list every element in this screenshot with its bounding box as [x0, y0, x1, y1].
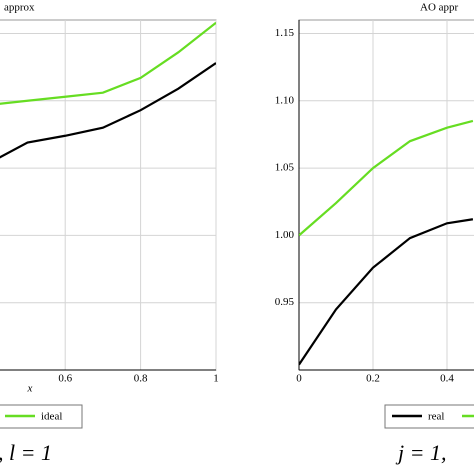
caption: , l = 1	[0, 440, 52, 465]
legend-box	[0, 404, 83, 429]
x-tick-label: 0.6	[58, 373, 72, 385]
y-tick-label: 1.05	[275, 162, 295, 174]
data-line	[0, 62, 216, 159]
y-tick-label: 0.95	[275, 296, 295, 308]
chart: 0.95 1.00 1.05 1.10 1.15 0 0.2 0.4 AO appr real j …	[275, 2, 474, 465]
data-line	[299, 218, 474, 366]
chart-title: AO appr	[420, 2, 459, 14]
plot-frame	[298, 19, 474, 371]
x-tick-label: 1	[213, 373, 219, 385]
legend-label: ideal	[41, 411, 62, 423]
legend-label: real	[428, 411, 444, 423]
x-tick-label: 0.2	[366, 373, 380, 385]
data-line	[0, 21, 216, 105]
chart-title: approx	[4, 2, 35, 14]
x-tick-label: 0.8	[134, 373, 148, 385]
y-tick-label: 1.15	[275, 27, 295, 39]
y-tick-label: 1.00	[275, 229, 295, 241]
x-axis-label: x	[27, 383, 33, 395]
data-line	[299, 119, 474, 237]
caption: j = 1,	[395, 440, 446, 465]
legend-box	[384, 404, 474, 429]
plot-frame	[0, 19, 217, 371]
x-tick-label: 0.4	[440, 373, 454, 385]
y-tick-label: 1.10	[275, 94, 295, 106]
chart: 0.6 0.8 1 approx x ideal , l = 1	[0, 2, 219, 465]
x-tick-label: 0	[296, 373, 302, 385]
